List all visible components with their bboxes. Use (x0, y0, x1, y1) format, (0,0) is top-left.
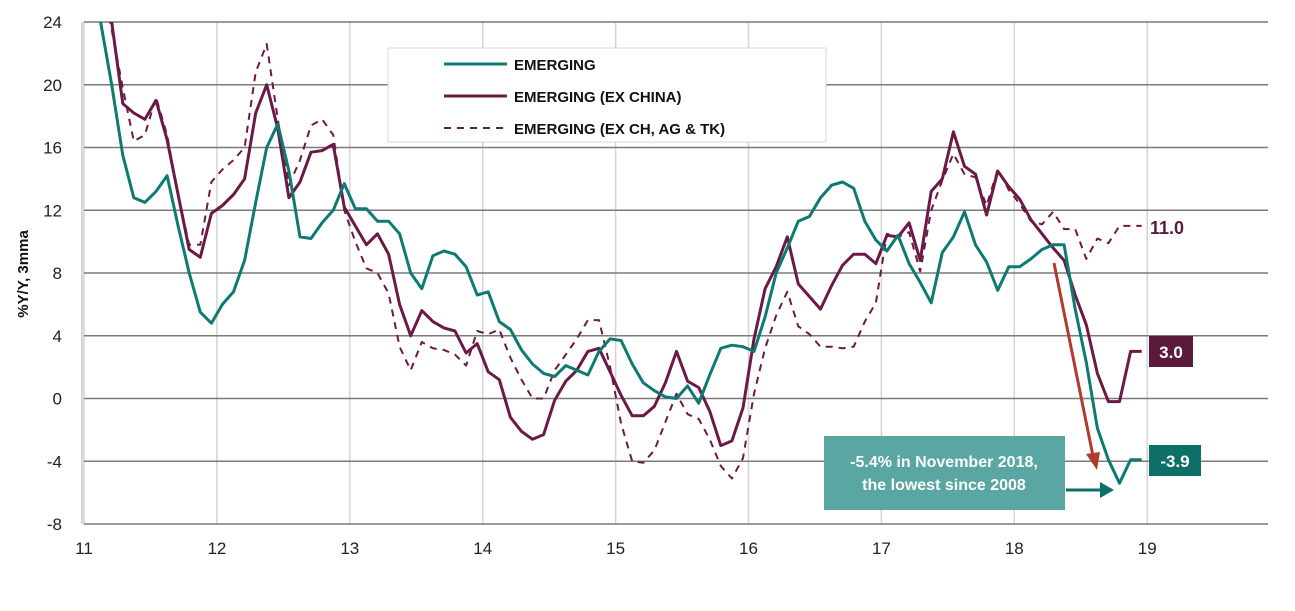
y-axis-label: %Y/Y, 3mma (15, 230, 32, 318)
annotation-line-2: the lowest since 2008 (862, 477, 1026, 494)
x-tick-label: 18 (1005, 539, 1024, 558)
annotation: -5.4% in November 2018, the lowest since… (824, 262, 1114, 510)
y-tick-label: 24 (43, 13, 62, 32)
end-labels: 11.0 3.0 -3.9 (1149, 218, 1201, 476)
legend-label-ex-china: EMERGING (EX CHINA) (514, 89, 682, 106)
y-tick-label: 12 (43, 201, 62, 220)
y-tick-label: 8 (53, 264, 62, 283)
annotation-line-1: -5.4% in November 2018, (850, 454, 1038, 471)
x-tick-label: 13 (340, 539, 359, 558)
pointer-arrow-head-icon (1100, 482, 1114, 498)
drop-arrow-head-icon (1086, 452, 1100, 470)
legend-label-ex-ch-ag-tk: EMERGING (EX CH, AG & TK) (514, 121, 725, 138)
x-tick-label: 15 (606, 539, 625, 558)
y-tick-label: 0 (53, 390, 62, 409)
series (99, 22, 1142, 485)
end-label-emerging: -3.9 (1160, 452, 1189, 471)
y-tick-label: -8 (47, 515, 62, 534)
x-tick-label: 16 (739, 539, 758, 558)
y-tick-label: -4 (47, 452, 62, 471)
end-label-ex-china: 3.0 (1159, 343, 1183, 362)
annotation-box (824, 436, 1065, 510)
end-label-box-emerging (1149, 445, 1201, 476)
series-emerging (99, 22, 1142, 485)
x-tick-label: 17 (872, 539, 891, 558)
x-tick-label: 14 (473, 539, 492, 558)
x-tick-label: 12 (207, 539, 226, 558)
end-label-box-ex-china (1149, 336, 1193, 367)
axes: 11 12 13 14 15 16 17 18 19 24 20 16 12 8 4 0 -4 -8 (43, 13, 1157, 558)
series-ex-china (110, 22, 1142, 448)
y-tick-label: 20 (43, 76, 62, 95)
legend-label-emerging: EMERGING (514, 57, 596, 74)
y-tick-label: 4 (53, 327, 62, 346)
y-tick-label: 16 (43, 139, 62, 158)
legend: EMERGING EMERGING (EX CHINA) EMERGING (E… (387, 47, 827, 143)
x-tick-label: 11 (75, 539, 93, 558)
series-ex-ch-ag-tk (109, 22, 1142, 480)
x-tick-label: 19 (1138, 539, 1157, 558)
end-label-ex-ch-ag-tk: 11.0 (1150, 218, 1184, 238)
drop-arrow-shaft (1052, 262, 1095, 457)
